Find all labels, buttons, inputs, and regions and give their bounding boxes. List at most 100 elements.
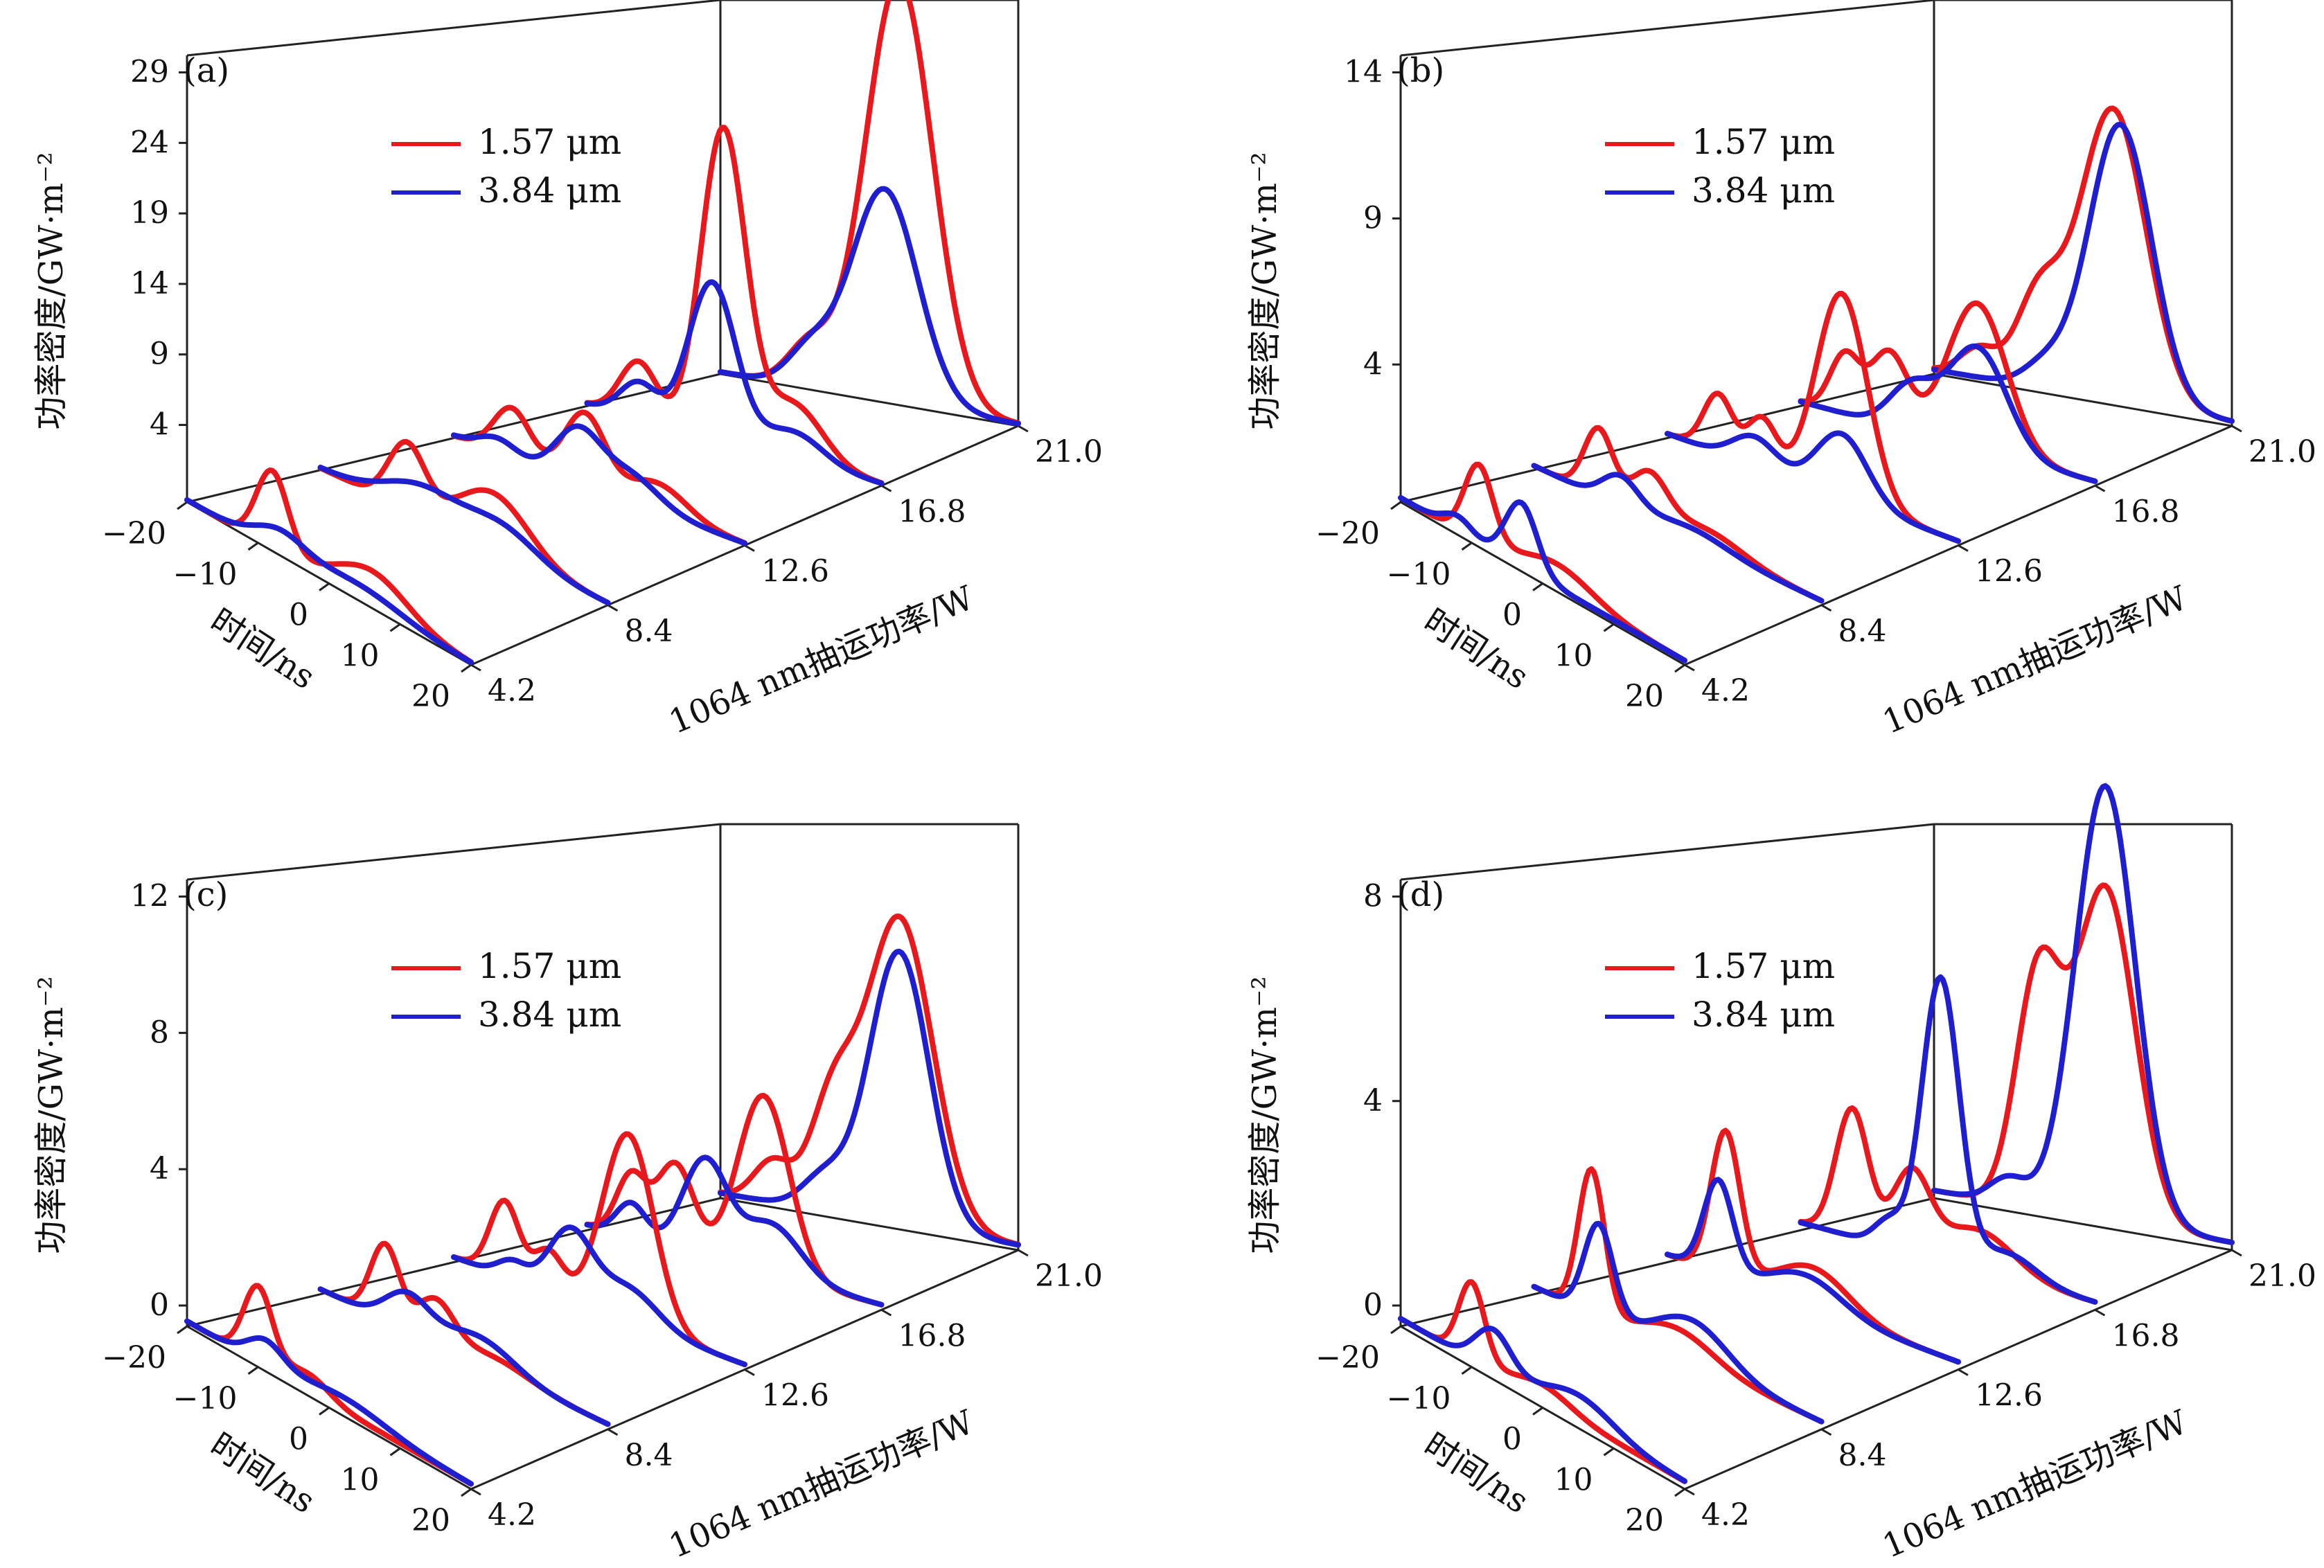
z-tick-label: 14 — [1344, 55, 1383, 90]
trace-blue-pump-12.6 — [451, 423, 747, 546]
pump-tick-label: 21.0 — [1035, 434, 1103, 470]
legend-label-0: 1.57 μm — [1692, 122, 1835, 162]
back-left-base-line — [186, 1197, 721, 1328]
back-right-base-line — [1933, 1197, 2233, 1251]
back-right-base-line — [720, 1197, 1019, 1251]
panel-label: (d) — [1397, 875, 1444, 914]
z-tick-label: 0 — [150, 1288, 169, 1323]
pump-tick-label: 4.2 — [1701, 673, 1750, 709]
time-tick-label: −10 — [1387, 557, 1451, 592]
time-tick-mark — [1390, 501, 1401, 510]
time-tick-label: −20 — [102, 1340, 166, 1375]
trace-red-pump-12.6 — [451, 1131, 747, 1368]
top-left-edge — [1400, 823, 1935, 881]
time-tick-mark — [389, 1447, 401, 1456]
trace-blue-pump-21 — [1931, 121, 2235, 424]
time-tick-mark — [1603, 623, 1615, 632]
trace-red-pump-16.8 — [584, 125, 885, 486]
legend-label-1: 3.84 μm — [1692, 995, 1835, 1035]
time-tick-label: 10 — [1554, 1462, 1593, 1497]
z-tick-label: 19 — [130, 195, 169, 231]
pump-tick-mark — [2094, 1308, 2106, 1317]
legend-label-0: 1.57 μm — [478, 946, 621, 986]
time-tick-mark — [1674, 663, 1685, 673]
z-tick-label: 24 — [130, 125, 169, 160]
time-tick-label: −20 — [102, 516, 166, 551]
pump-tick-label: 4.2 — [488, 1497, 536, 1533]
pump-tick-mark — [1684, 663, 1695, 672]
pump-tick-mark — [470, 1488, 481, 1496]
trace-red-pump-12.6 — [1665, 290, 1961, 544]
pump-tick-label: 8.4 — [1838, 614, 1887, 649]
trace-blue-pump-21 — [1931, 783, 2235, 1245]
time-tick-mark — [319, 1407, 330, 1416]
pump-tick-mark — [1958, 544, 1969, 552]
pump-tick-mark — [1958, 1369, 1969, 1376]
legend: 1.57 μm 3.84 μm — [391, 946, 621, 1035]
time-tick-mark — [1461, 542, 1473, 551]
time-tick-label: −20 — [1315, 516, 1380, 551]
time-tick-mark — [461, 663, 472, 673]
pump-tick-mark — [2231, 425, 2242, 433]
pump-tick-mark — [880, 1308, 892, 1317]
axes-frame — [1399, 823, 2233, 1490]
power-density-axis-label: 功率密度/GW·m⁻² — [1245, 152, 1284, 429]
z-tick-label: 8 — [150, 1015, 169, 1050]
legend-label-1: 3.84 μm — [1692, 170, 1835, 211]
z-tick-label: 4 — [1363, 346, 1383, 382]
pump-tick-label: 8.4 — [625, 1438, 673, 1473]
curves — [184, 0, 1021, 666]
axes-frame — [186, 0, 1020, 666]
time-tick-label: 0 — [1502, 598, 1522, 633]
time-tick-mark — [389, 623, 401, 632]
time-tick-mark — [247, 542, 259, 551]
trace-red-pump-21 — [718, 914, 1021, 1247]
trace-blue-pump-21 — [718, 186, 1021, 427]
trace-blue-pump-4.2 — [1398, 495, 1687, 663]
z-tick-label: 29 — [130, 55, 169, 90]
trace-blue-pump-8.4 — [1531, 1220, 1825, 1425]
axes-frame — [1399, 0, 2233, 666]
legend-label-0: 1.57 μm — [478, 122, 621, 162]
time-tick-mark — [319, 582, 330, 591]
legend: 1.57 μm 3.84 μm — [1605, 946, 1835, 1035]
pump-tick-label: 21.0 — [1035, 1258, 1103, 1294]
time-tick-label: 0 — [1502, 1422, 1522, 1457]
trace-blue-pump-4.2 — [184, 1318, 474, 1487]
z-tick-label: 4 — [150, 407, 169, 443]
time-tick-label: 10 — [341, 1462, 380, 1497]
trace-blue-pump-16.8 — [1798, 343, 2098, 484]
z-tick-label: 9 — [150, 337, 169, 372]
pump-tick-mark — [1820, 1428, 1832, 1436]
trace-blue-pump-8.4 — [317, 1286, 611, 1427]
pump-tick-mark — [1820, 604, 1832, 612]
pump-tick-label: 21.0 — [2248, 1258, 2316, 1294]
pump-axis-label: 1064 nm抽运功率/W — [664, 1402, 979, 1566]
trace-blue-pump-21 — [718, 948, 1021, 1248]
time-tick-mark — [247, 1366, 259, 1375]
pump-tick-label: 16.8 — [2112, 494, 2180, 529]
time-tick-mark — [1390, 1325, 1401, 1335]
time-tick-label: −10 — [173, 1381, 238, 1416]
time-tick-label: 10 — [341, 638, 380, 673]
panel-label: (a) — [184, 51, 229, 90]
legend-label-1: 3.84 μm — [478, 170, 621, 211]
legend: 1.57 μm 3.84 μm — [391, 122, 621, 211]
pump-tick-mark — [744, 1369, 755, 1376]
time-tick-mark — [1461, 1366, 1473, 1375]
time-tick-mark — [1674, 1488, 1685, 1497]
pump-tick-mark — [1018, 425, 1029, 433]
pump-tick-mark — [1684, 1488, 1695, 1496]
z-tick-label: 14 — [130, 266, 169, 301]
trace-blue-pump-12.6 — [1665, 430, 1961, 544]
z-tick-label: 0 — [1363, 1288, 1383, 1323]
trace-red-pump-8.4 — [1531, 1166, 1825, 1425]
power-density-axis-label: 功率密度/GW·m⁻² — [1245, 976, 1284, 1254]
panel-label: (c) — [184, 875, 228, 914]
time-tick-label: −10 — [173, 557, 238, 592]
trace-blue-pump-16.8 — [584, 1155, 885, 1308]
time-tick-label: −20 — [1315, 1340, 1380, 1375]
